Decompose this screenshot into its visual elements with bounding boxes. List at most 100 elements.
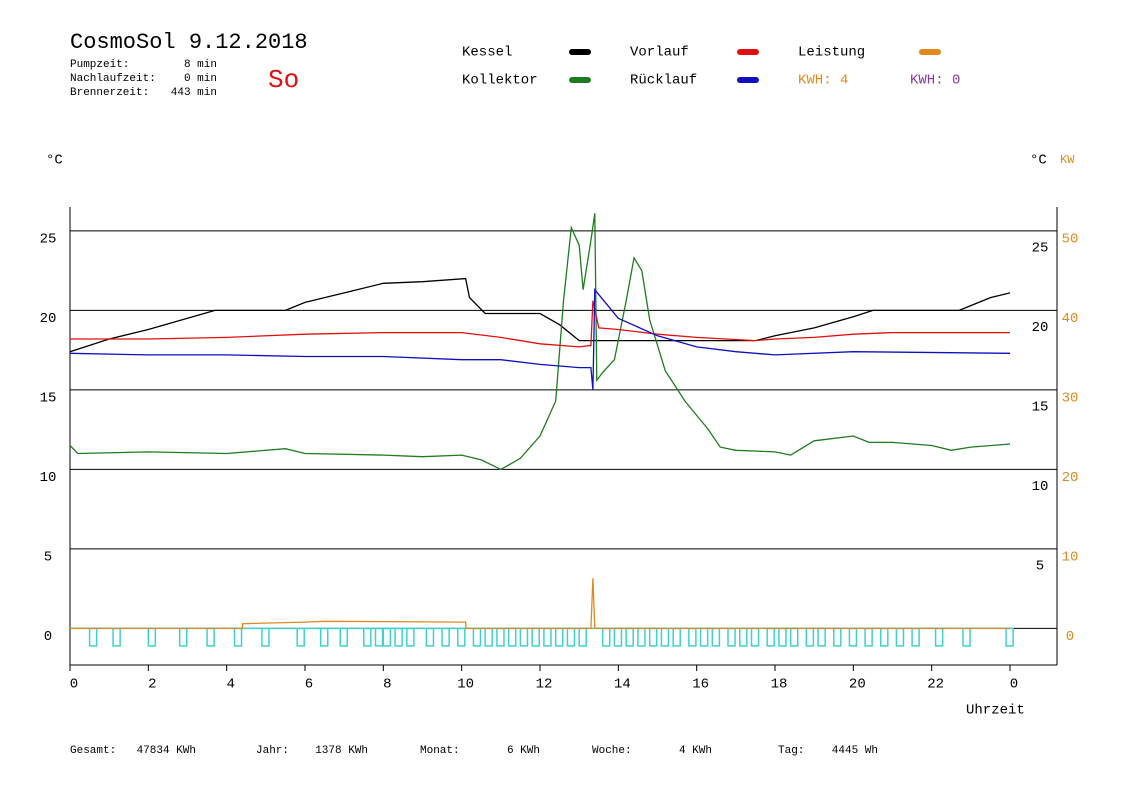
pump-pulse: [374, 627, 384, 647]
pump-pulse: [472, 627, 482, 647]
pump-pulse: [911, 627, 920, 647]
x-tick-label: 0: [70, 677, 78, 693]
pump-pulse: [711, 627, 721, 647]
y2-tick-label: 50: [1062, 232, 1079, 248]
y-tick-label: 15: [40, 391, 57, 407]
y-axis-label: °C: [46, 153, 63, 169]
pump-pulse: [425, 627, 435, 647]
legend-label: Kessel: [462, 45, 512, 61]
pump-pulse: [699, 627, 709, 647]
pump-pulse: [688, 627, 697, 647]
pump-pulse: [648, 627, 658, 647]
pump-pulse: [394, 627, 403, 647]
x-tick-label: 20: [849, 677, 866, 693]
pump-pulse: [178, 627, 188, 647]
pump-pulse: [554, 627, 564, 647]
pump-pulse: [519, 627, 529, 647]
pump-pulse: [880, 627, 889, 647]
stat-label: Nachlaufzeit:: [70, 73, 156, 85]
y-tick-label: 0: [44, 629, 52, 645]
kwh-label: KWH: 4: [798, 73, 848, 89]
pump-pulse: [531, 627, 540, 647]
pump-pulse: [864, 627, 873, 647]
footer-label: Woche:: [592, 745, 632, 757]
pump-pulse: [833, 627, 842, 647]
pump-pulse: [233, 627, 243, 647]
footer-value: 47834 KWh: [137, 745, 196, 757]
footer-value: 4445 Wh: [832, 745, 878, 757]
footer-label: Jahr:: [256, 745, 289, 757]
y-tick-label: 20: [40, 311, 57, 327]
x-tick-label: 16: [692, 677, 709, 693]
x-tick-label: 4: [226, 677, 234, 693]
series-line: [69, 213, 1011, 471]
y-right-tick-label: 15: [1032, 400, 1049, 416]
y-tick-label: 5: [44, 550, 52, 566]
stat-value: 0 min: [184, 73, 217, 85]
x-tick-label: 0: [1010, 677, 1018, 693]
pump-pulse: [319, 627, 329, 647]
stat-value: 443 min: [171, 87, 217, 99]
pump-pulse: [789, 627, 799, 647]
footer-label: Gesamt:: [70, 745, 116, 757]
pump-pulse: [934, 627, 944, 647]
pump-pulse: [727, 627, 736, 647]
footer-label: Monat:: [420, 745, 460, 757]
y-right-label: °C: [1030, 153, 1047, 169]
y2-tick-label: 30: [1062, 391, 1079, 407]
series-line: [70, 300, 1010, 348]
pump-pulse: [660, 627, 670, 647]
y2-tick-label: 20: [1062, 470, 1079, 486]
y2-axis-label: KW: [1060, 153, 1075, 167]
kwh-label: KWH: 0: [910, 73, 960, 89]
y-right-tick-label: 5: [1036, 559, 1044, 575]
pump-pulse: [382, 627, 392, 647]
chart-title: CosmoSol 9.12.2018: [70, 30, 308, 55]
pump-pulse: [895, 627, 905, 647]
x-tick-label: 8: [383, 677, 391, 693]
pump-pulse: [848, 627, 858, 647]
series-line: [70, 578, 1010, 630]
pump-pulse: [566, 627, 576, 647]
y2-tick-label: 0: [1066, 629, 1074, 645]
x-axis-label: Uhrzeit: [966, 703, 1025, 719]
pump-pulse: [457, 627, 466, 647]
y-right-tick-label: 25: [1032, 241, 1049, 257]
pump-pulse: [601, 627, 611, 647]
pump-pulse: [296, 627, 305, 647]
x-tick-label: 22: [927, 677, 944, 693]
pump-pulse: [750, 627, 760, 647]
pump-pulse: [507, 627, 517, 647]
x-tick-label: 14: [614, 677, 631, 693]
stat-label: Pumpzeit:: [70, 59, 129, 71]
pump-pulse: [484, 627, 493, 647]
pump-pulse: [543, 627, 552, 647]
x-tick-label: 18: [771, 677, 788, 693]
pump-pulse: [962, 627, 971, 647]
pump-pulse: [817, 627, 826, 647]
x-tick-label: 12: [536, 677, 553, 693]
pump-pulse: [778, 627, 787, 647]
y-right-tick-label: 20: [1032, 320, 1049, 336]
pump-pulse: [206, 627, 215, 647]
pump-pulse: [578, 627, 587, 647]
x-tick-label: 2: [148, 677, 156, 693]
pump-pulse: [112, 627, 121, 647]
pump-pulse: [739, 627, 748, 647]
legend-label: Leistung: [798, 45, 865, 61]
y2-tick-label: 40: [1062, 311, 1079, 327]
weekday: So: [268, 65, 299, 95]
pump-pulse: [363, 627, 372, 647]
y-right-tick-label: 10: [1032, 479, 1049, 495]
footer-label: Tag:: [778, 745, 804, 757]
legend-label: Rücklauf: [630, 73, 697, 89]
footer-value: 6 KWh: [507, 745, 540, 757]
pump-pulse: [496, 627, 505, 647]
series-line: [69, 287, 1011, 390]
pump-pulse: [625, 627, 634, 647]
y-tick-label: 25: [40, 232, 57, 248]
stat-label: Brennerzeit:: [70, 87, 149, 99]
footer-value: 4 KWh: [679, 745, 712, 757]
y2-tick-label: 10: [1062, 550, 1079, 566]
